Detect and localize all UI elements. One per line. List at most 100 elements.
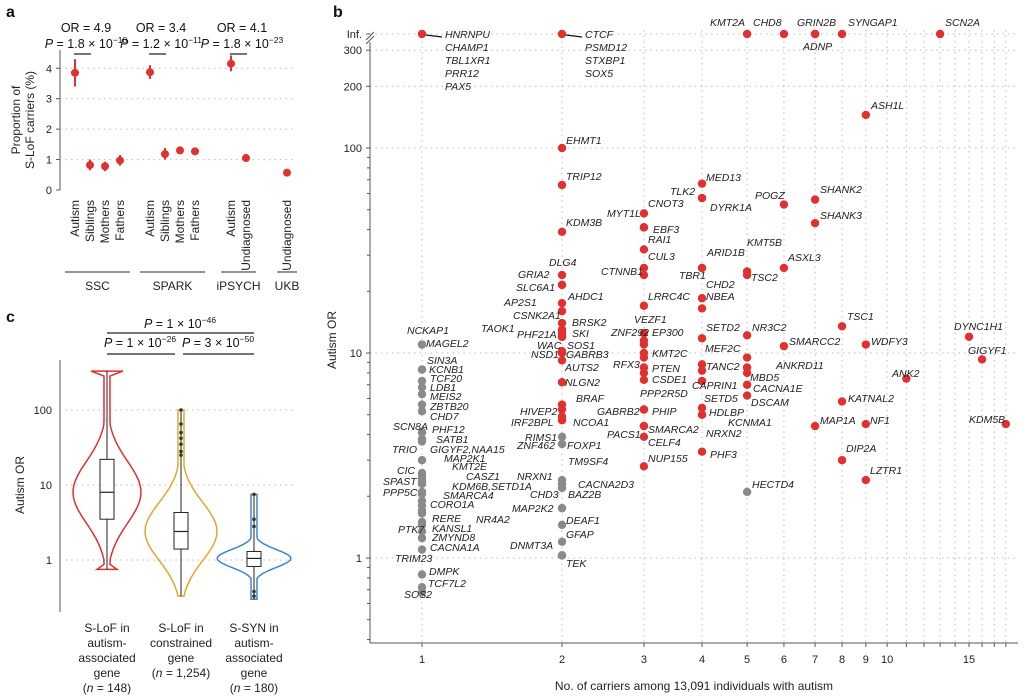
p-value-label: P = 1 × 10−26 (104, 334, 176, 350)
gene-label: ADNP (802, 41, 832, 53)
x-tick-label: 3 (641, 654, 647, 666)
violin-shape (72, 370, 142, 571)
y-tick-label: Inf. (347, 29, 362, 41)
gene-label: MED13 (706, 172, 741, 184)
gene-label: PTK7 (398, 524, 425, 536)
data-point (639, 421, 649, 431)
data-point (557, 503, 567, 513)
gene-label: TCF20 (430, 373, 462, 385)
data-point (557, 143, 567, 153)
data-point (810, 29, 820, 39)
data-point (101, 162, 109, 171)
x-tick-label: 15 (963, 654, 975, 666)
data-point (639, 263, 649, 273)
group-label: autism- (87, 636, 126, 650)
group-label: gene (94, 666, 121, 680)
outlier-point (179, 422, 183, 426)
panel-b-chart: 1 10 100 200 300 Inf. 1 2 3 4 5 6 7 8 9 10 15 No. of carr… (325, 17, 1018, 693)
gene-label: EP300 (652, 327, 684, 339)
data-point (417, 389, 427, 399)
gene-label: SETD5 (704, 393, 738, 405)
gene-label: ARID1B (706, 247, 745, 259)
leader-line (425, 34, 443, 38)
gene-label: NR4A2 (476, 514, 510, 526)
gene-label: SPAST (383, 476, 418, 488)
gene-label: CHD3 (530, 489, 559, 501)
gene-label: EHMT1 (566, 135, 602, 147)
gene-label: PHIP (652, 406, 677, 418)
outlier-point (179, 442, 183, 446)
gene-label: KCNB1 (429, 364, 464, 376)
gene-label: GABRB3 (566, 349, 609, 361)
group-label: SSC (85, 279, 110, 293)
data-point (779, 200, 789, 209)
gene-label: TEK (566, 558, 587, 570)
data-point (837, 322, 847, 331)
gene-label: DEAF1 (566, 515, 600, 527)
panel-letter-c: c (6, 309, 15, 326)
gene-label: GRIA2 (518, 269, 550, 281)
gene-label: ZNF462 (516, 440, 555, 452)
category-label: Autism (143, 200, 157, 237)
gene-label: DYRK1A (710, 202, 752, 214)
data-point (161, 150, 169, 159)
gene-label: MAP1A (820, 415, 856, 427)
n-label: (n = 180) (230, 681, 278, 695)
gene-label: KMT2A (710, 17, 745, 29)
gene-label: PHF3 (710, 449, 737, 461)
data-point (861, 110, 871, 120)
data-point (697, 447, 707, 456)
data-point (742, 487, 752, 497)
x-tick-label: 8 (839, 654, 845, 666)
x-axis-label: No. of carriers among 13,091 individuals… (555, 679, 833, 693)
panel-letter-b: b (333, 4, 343, 21)
data-point (697, 179, 707, 188)
p-value-label: P = 1.2 × 10−11 (120, 35, 202, 51)
group-label: S-LoF in (84, 621, 129, 635)
category-label: Siblings (158, 200, 172, 242)
data-point (417, 570, 427, 579)
gene-label: CHD8 (753, 17, 782, 29)
data-point (191, 147, 199, 156)
y-axis-label-line1: Proportion of (9, 85, 23, 154)
gene-label: CTNNB1 (601, 266, 643, 278)
n-label: (n = 148) (83, 681, 131, 695)
data-point (146, 68, 154, 77)
gene-label: NRXN2 (706, 428, 742, 440)
x-tick-label: 10 (881, 654, 893, 666)
gene-label: CASZ1 (466, 471, 500, 483)
category-label: Siblings (83, 200, 97, 242)
gene-label: LRRC4C (648, 291, 690, 303)
gene-label: SOX5 (585, 68, 613, 80)
gene-label: TRIP12 (566, 171, 602, 183)
gene-label: GABRB2 (597, 406, 640, 418)
data-point (639, 270, 649, 280)
gene-label: DYNC1H1 (954, 321, 1003, 333)
category-label: Mothers (98, 200, 112, 243)
category-label: Fathers (188, 200, 202, 241)
data-point (176, 146, 184, 155)
data-point (697, 360, 707, 369)
group-label: constrained (150, 636, 212, 650)
gene-label: NRXN1 (517, 471, 553, 483)
data-point (417, 29, 427, 39)
data-point (964, 332, 974, 341)
gene-label: SCN2A (945, 17, 980, 29)
gene-label: STXBP1 (585, 55, 625, 67)
data-point (742, 331, 752, 340)
data-point (697, 334, 707, 343)
category-label: Fathers (113, 200, 127, 241)
y-tick-label: 4 (46, 63, 52, 75)
data-point (557, 537, 567, 546)
gene-label: IRF2BPL (511, 417, 554, 429)
data-point (861, 475, 871, 485)
group-label: gene (168, 651, 195, 665)
data-point (697, 304, 707, 313)
gene-label: TSC1 (847, 311, 874, 323)
data-point (417, 340, 427, 349)
gene-label: DIP2A (846, 443, 876, 455)
gene-label: DNMT3A (510, 540, 553, 552)
n-label: (n = 1,254) (152, 666, 210, 680)
group-label: associated (78, 651, 135, 665)
